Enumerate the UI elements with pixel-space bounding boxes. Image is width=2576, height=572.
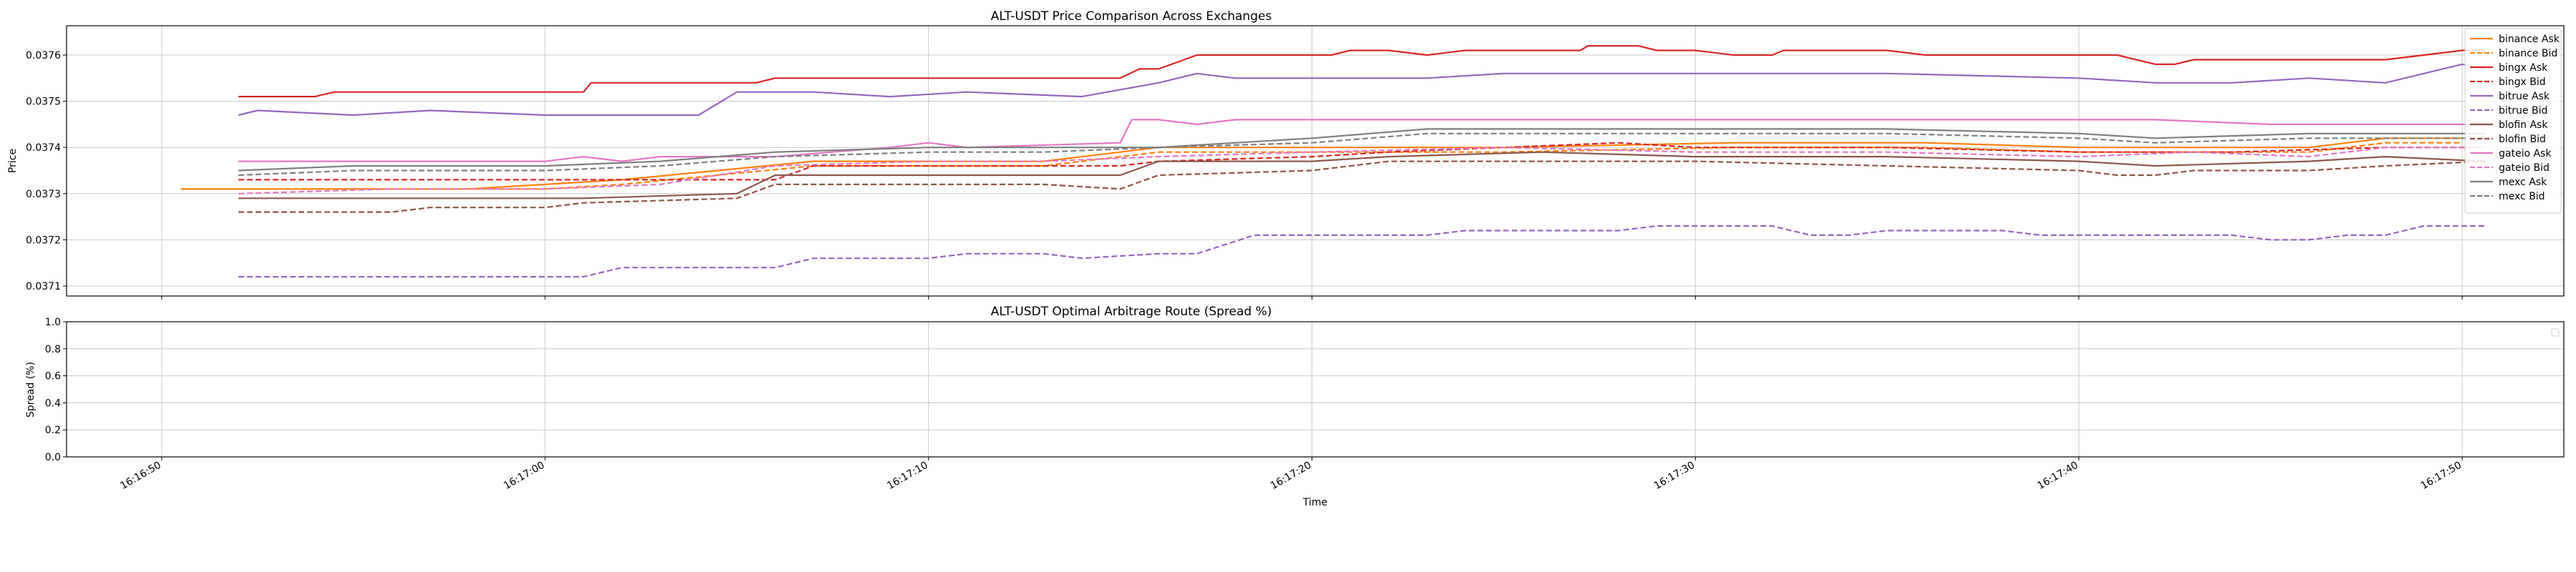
y-tick-label: 0.0376: [26, 50, 61, 61]
y-tick-label: 0.2: [45, 425, 61, 436]
y-tick-label: 0.8: [45, 344, 61, 355]
series-line-blofin-bid: [238, 160, 2486, 213]
y-tick-label: 0.0371: [26, 281, 61, 292]
spread-chart-x-label: Time: [1302, 497, 1327, 508]
legend-label: bingx Ask: [2499, 62, 2548, 74]
price-chart-series: [180, 44, 2486, 278]
y-tick-label: 0.0373: [26, 189, 61, 200]
legend-label: bitrue Bid: [2499, 105, 2547, 117]
legend-label: blofin Bid: [2499, 134, 2546, 145]
legend-label: blofin Ask: [2499, 119, 2548, 131]
series-line-mexc-bid: [238, 132, 2486, 177]
spread-chart-y-label: Spread (%): [25, 362, 36, 418]
legend-label: gateio Bid: [2499, 162, 2550, 174]
y-tick-label: 0.6: [45, 371, 61, 383]
spread-chart-title: ALT-USDT Optimal Arbitrage Route (Spread…: [991, 305, 1272, 319]
price-chart-title: ALT-USDT Price Comparison Across Exchang…: [991, 9, 1272, 24]
y-tick-label: 0.0372: [26, 235, 61, 246]
price-chart-frame: [66, 25, 2565, 297]
legend-label: binance Bid: [2499, 48, 2557, 59]
legend-label: mexc Ask: [2499, 177, 2547, 188]
y-tick-label: 0.0375: [26, 97, 61, 108]
legend-label: mexc Bid: [2499, 191, 2545, 202]
legend-label: gateio Ask: [2499, 148, 2552, 159]
series-line-bitrue-bid: [238, 225, 2486, 278]
price-chart: ALT-USDT Price Comparison Across Exchang…: [7, 9, 2565, 300]
y-tick-label: 0.0374: [26, 142, 61, 154]
spread-chart-legend: [2551, 328, 2560, 337]
series-line-bitrue-ask: [238, 63, 2486, 117]
price-chart-y-ticks: 0.0371 0.0372 0.0373 0.0374 0.0375 0.0376: [26, 50, 67, 292]
series-line-mexc-ask: [238, 128, 2486, 172]
y-tick-label: 1.0: [45, 317, 61, 328]
spread-chart-y-ticks: 0.0 0.2 0.4 0.6 0.8 1.0: [45, 317, 67, 463]
series-line-gateio-bid: [238, 147, 2486, 194]
legend-label: bingx Bid: [2499, 77, 2546, 88]
y-tick-label: 0.4: [45, 398, 61, 409]
series-line-bingx-bid: [238, 142, 2486, 181]
price-chart-x-ticks: [161, 296, 2463, 300]
y-tick-label: 0.0: [45, 452, 61, 463]
price-chart-y-label: Price: [7, 149, 19, 173]
legend-label: binance Ask: [2499, 34, 2560, 45]
spread-chart-frame: [66, 321, 2565, 458]
series-line-blofin-ask: [238, 151, 2486, 199]
legend-label: bitrue Ask: [2499, 91, 2550, 102]
price-chart-legend: binance Ask binance Bid bingx Ask bingx Bid…: [2464, 28, 2562, 214]
series-line-bingx-ask: [238, 44, 2486, 98]
series-line-gateio-ask: [238, 119, 2486, 162]
